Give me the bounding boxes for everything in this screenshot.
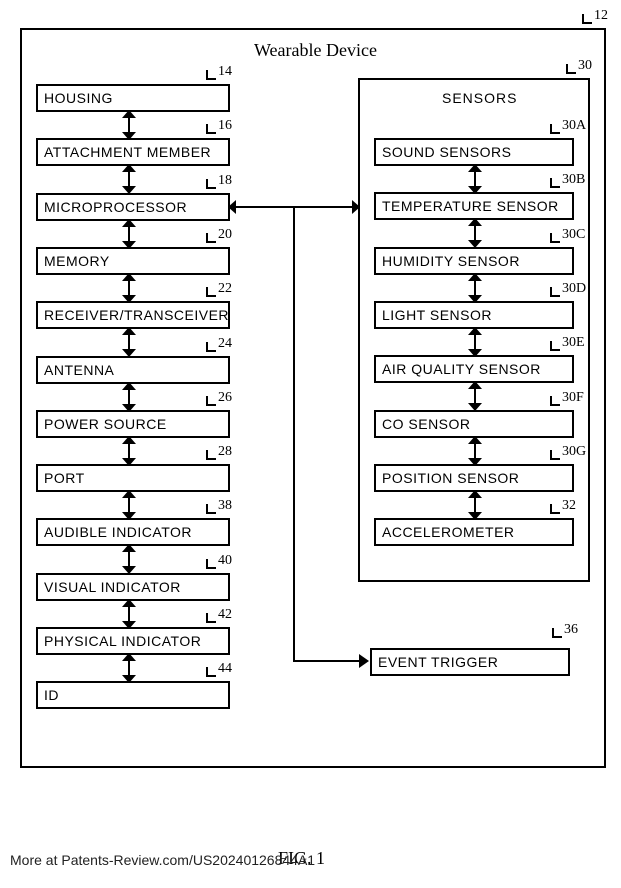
arrow-airquality-co [468,383,482,409]
arrow-humidity-light [468,275,482,301]
arrow-physical-id [122,655,136,681]
arrow-position-accelerometer [468,492,482,518]
arrow-receiver-antenna [122,329,136,355]
arrow-into-event-trigger [359,654,369,668]
arrow-memory-receiver [122,275,136,301]
block-visual-indicator: VISUAL INDICATOR [36,573,230,601]
arrow-power-port [122,438,136,464]
arrow-microprocessor-memory [122,221,136,247]
block-label: ID [44,687,59,703]
block-label: PORT [44,470,85,486]
block-label: MICROPROCESSOR [44,199,187,215]
block-event-trigger: EVENT TRIGGER [370,648,570,676]
block-label: ATTACHMENT MEMBER [44,144,211,160]
block-position-sensor: POSITION SENSOR [374,464,574,492]
arrow-co-position [468,438,482,464]
ref-label-42: 42 [218,607,232,623]
block-label: HOUSING [44,90,113,106]
block-label: AIR QUALITY SENSOR [382,361,541,377]
block-attachment-member: ATTACHMENT MEMBER [36,138,230,166]
block-label: HUMIDITY SENSOR [382,253,520,269]
ref-label-30e: 30E [562,335,585,351]
ref-label-20: 20 [218,227,232,243]
block-antenna: ANTENNA [36,356,230,384]
ref-label-22: 22 [218,281,232,297]
ref-label-16: 16 [218,118,232,134]
block-label: AUDIBLE INDICATOR [44,524,192,540]
arrow-audible-visual [122,546,136,572]
arrow-sound-temperature [468,166,482,192]
ref-label-24: 24 [218,336,232,352]
block-physical-indicator: PHYSICAL INDICATOR [36,627,230,655]
block-audible-indicator: AUDIBLE INDICATOR [36,518,230,546]
block-microprocessor: MICROPROCESSOR [36,193,230,221]
block-accelerometer: ACCELEROMETER [374,518,574,546]
block-label: ANTENNA [44,362,114,378]
ref-label-30a: 30A [562,118,586,134]
ref-label-36: 36 [564,622,578,638]
block-memory: MEMORY [36,247,230,275]
block-label: PHYSICAL INDICATOR [44,633,201,649]
figure-canvas: 12 Wearable Device HOUSING 14 ATTACHMENT… [0,0,621,888]
ref-label-30b: 30B [562,172,585,188]
block-label: TEMPERATURE SENSOR [382,198,559,214]
block-receiver-transceiver: RECEIVER/TRANSCEIVER [36,301,230,329]
footer-text: More at Patents-Review.com/US20240126844… [10,852,315,868]
block-label: CO SENSOR [382,416,471,432]
ref-label-30d: 30D [562,281,586,297]
arrow-temperature-humidity [468,220,482,246]
arrow-visual-physical [122,601,136,627]
block-light-sensor: LIGHT SENSOR [374,301,574,329]
connector-branch-horizontal [293,660,361,662]
connector-branch-vertical [293,207,295,662]
ref-label-32: 32 [562,498,576,514]
ref-label-30c: 30C [562,227,585,243]
block-label: VISUAL INDICATOR [44,579,181,595]
block-label: SOUND SENSORS [382,144,511,160]
block-label: LIGHT SENSOR [382,307,492,323]
arrow-port-audible [122,492,136,518]
ref-label-40: 40 [218,553,232,569]
block-label: POWER SOURCE [44,416,167,432]
block-id: ID [36,681,230,709]
block-humidity-sensor: HUMIDITY SENSOR [374,247,574,275]
ref-label-28: 28 [218,444,232,460]
arrow-attachment-microprocessor [122,166,136,192]
block-temperature-sensor: TEMPERATURE SENSOR [374,192,574,220]
ref-label-30: 30 [578,58,592,74]
arrow-antenna-power [122,384,136,410]
block-power-source: POWER SOURCE [36,410,230,438]
ref-label-18: 18 [218,173,232,189]
block-housing: HOUSING [36,84,230,112]
ref-label-38: 38 [218,498,232,514]
ref-label-26: 26 [218,390,232,406]
block-label: MEMORY [44,253,110,269]
device-title: Wearable Device [254,40,377,61]
arrow-light-airquality [468,329,482,355]
sensors-title: SENSORS [442,90,517,106]
ref-label-44: 44 [218,661,232,677]
arrow-housing-attachment [122,112,136,138]
block-label: POSITION SENSOR [382,470,519,486]
ref-label-12: 12 [594,8,608,24]
block-port: PORT [36,464,230,492]
block-label: EVENT TRIGGER [378,654,498,670]
block-label: ACCELEROMETER [382,524,515,540]
block-sound-sensors: SOUND SENSORS [374,138,574,166]
ref-label-30g: 30G [562,444,586,460]
block-air-quality-sensor: AIR QUALITY SENSOR [374,355,574,383]
ref-label-30f: 30F [562,390,584,406]
ref-label-14: 14 [218,64,232,80]
block-co-sensor: CO SENSOR [374,410,574,438]
block-label: RECEIVER/TRANSCEIVER [44,307,229,323]
